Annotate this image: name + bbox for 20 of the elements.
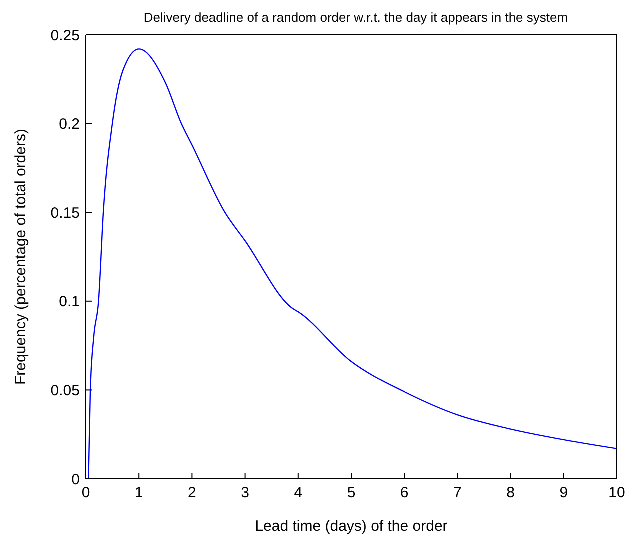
chart-title: Delivery deadline of a random order w.r.t. the day it appears in the system xyxy=(142,10,570,25)
line-series xyxy=(88,48,617,479)
y-tick-label: 0.15 xyxy=(50,204,80,222)
y-tick-label: 0.25 xyxy=(50,27,80,44)
x-tick-label: 7 xyxy=(454,484,462,502)
x-tick-label: 8 xyxy=(506,484,515,502)
y-tick-label: 0.1 xyxy=(59,294,80,311)
x-tick-label: 10 xyxy=(608,484,626,502)
y-tick-label: 0.2 xyxy=(59,116,80,134)
x-axis-title: Lead time (days) of the order xyxy=(255,518,448,535)
x-tick-label: 4 xyxy=(294,484,303,502)
x-tick-label: 1 xyxy=(134,484,144,502)
y-tick-label: 0 xyxy=(72,471,80,488)
x-tick-label: 9 xyxy=(560,484,568,502)
x-tick-label: 3 xyxy=(241,484,250,502)
x-tick-label: 2 xyxy=(188,484,196,502)
y-tick-label: 0.05 xyxy=(50,382,80,400)
x-tick-label: 6 xyxy=(400,484,409,502)
x-tick-label: 5 xyxy=(347,484,356,502)
y-axis-title: Frequency (percentage of total orders) xyxy=(12,129,30,385)
